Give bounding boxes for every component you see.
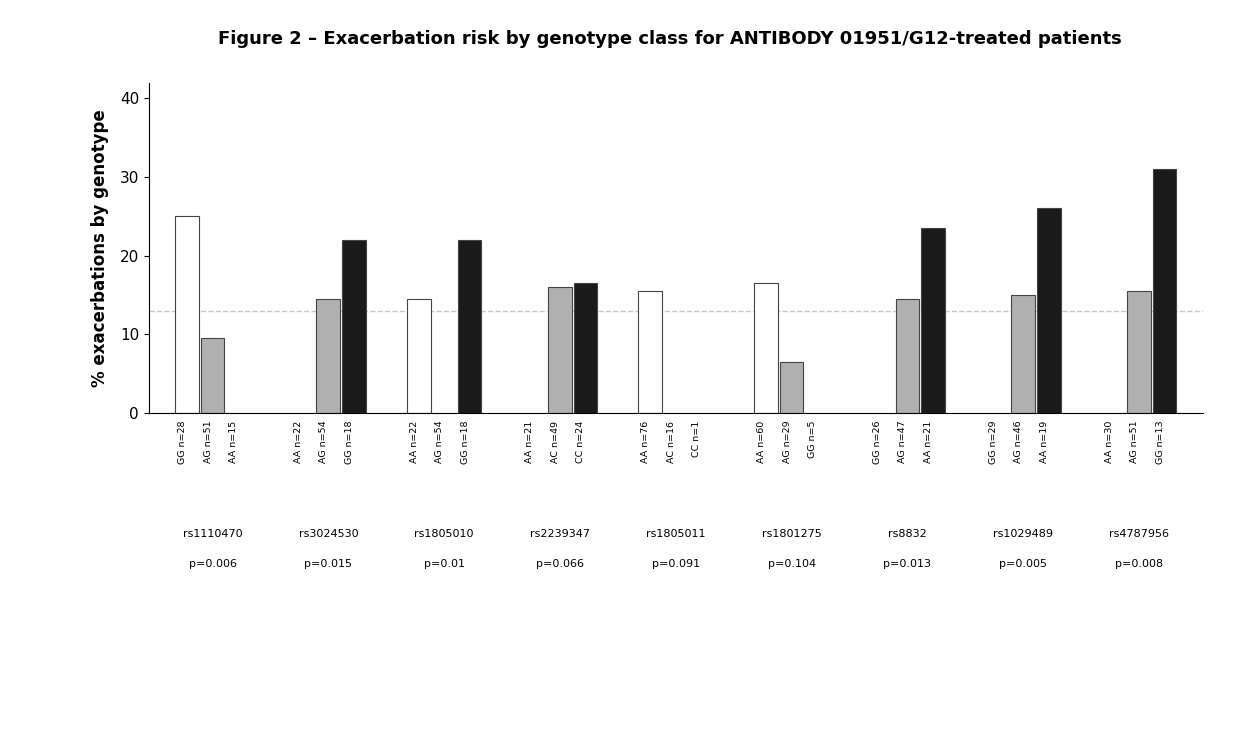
Bar bbox=[201, 338, 224, 413]
Text: GG n=28: GG n=28 bbox=[179, 421, 187, 464]
Text: p=0.104: p=0.104 bbox=[768, 559, 816, 569]
Text: AA n=21: AA n=21 bbox=[526, 421, 534, 463]
Text: AG n=54: AG n=54 bbox=[435, 421, 444, 463]
Text: p=0.066: p=0.066 bbox=[536, 559, 584, 569]
Bar bbox=[458, 240, 481, 413]
Text: AA n=22: AA n=22 bbox=[409, 421, 419, 463]
Text: GG n=29: GG n=29 bbox=[988, 421, 998, 464]
Bar bbox=[639, 291, 662, 413]
Bar bbox=[1012, 295, 1035, 413]
Bar bbox=[175, 216, 198, 413]
Bar bbox=[316, 299, 340, 413]
Text: AG n=54: AG n=54 bbox=[320, 421, 329, 463]
Bar bbox=[574, 283, 598, 413]
Text: p=0.005: p=0.005 bbox=[999, 559, 1048, 569]
Text: rs4787956: rs4787956 bbox=[1109, 529, 1169, 539]
Text: AG n=46: AG n=46 bbox=[1014, 421, 1023, 463]
Text: AA n=22: AA n=22 bbox=[294, 421, 303, 463]
Text: AG n=29: AG n=29 bbox=[782, 421, 791, 463]
Y-axis label: % exacerbations by genotype: % exacerbations by genotype bbox=[91, 109, 109, 387]
Text: rs2239347: rs2239347 bbox=[529, 529, 590, 539]
Text: p=0.015: p=0.015 bbox=[304, 559, 352, 569]
Text: GG n=18: GG n=18 bbox=[345, 421, 353, 464]
Bar bbox=[921, 228, 945, 413]
Bar bbox=[1127, 291, 1151, 413]
Text: p=0.006: p=0.006 bbox=[188, 559, 237, 569]
Text: GG n=18: GG n=18 bbox=[460, 421, 470, 464]
Text: Figure 2 – Exacerbation risk by genotype class for ANTIBODY 01951/G12-treated pa: Figure 2 – Exacerbation risk by genotype… bbox=[218, 30, 1121, 48]
Bar bbox=[1037, 209, 1060, 413]
Text: AA n=76: AA n=76 bbox=[641, 421, 650, 463]
Text: AC n=49: AC n=49 bbox=[551, 421, 560, 463]
Bar bbox=[548, 287, 572, 413]
Text: rs8832: rs8832 bbox=[888, 529, 926, 539]
Text: AA n=21: AA n=21 bbox=[924, 421, 932, 463]
Text: p=0.008: p=0.008 bbox=[1115, 559, 1163, 569]
Text: rs1029489: rs1029489 bbox=[993, 529, 1053, 539]
Text: GG n=5: GG n=5 bbox=[808, 421, 817, 458]
Text: AG n=47: AG n=47 bbox=[899, 421, 908, 463]
Text: GG n=26: GG n=26 bbox=[873, 421, 882, 464]
Text: p=0.01: p=0.01 bbox=[424, 559, 465, 569]
Text: CC n=1: CC n=1 bbox=[692, 421, 702, 457]
Text: rs1805011: rs1805011 bbox=[646, 529, 706, 539]
Text: AG n=51: AG n=51 bbox=[203, 421, 212, 463]
Bar bbox=[342, 240, 366, 413]
Text: AG n=51: AG n=51 bbox=[1130, 421, 1140, 463]
Text: AA n=60: AA n=60 bbox=[758, 421, 766, 463]
Text: rs1805010: rs1805010 bbox=[414, 529, 474, 539]
Text: AA n=30: AA n=30 bbox=[1105, 421, 1114, 463]
Text: AA n=19: AA n=19 bbox=[1040, 421, 1049, 463]
Text: rs1801275: rs1801275 bbox=[761, 529, 821, 539]
Bar bbox=[780, 362, 804, 413]
Bar bbox=[754, 283, 777, 413]
Text: rs1110470: rs1110470 bbox=[182, 529, 242, 539]
Text: AA n=15: AA n=15 bbox=[229, 421, 238, 463]
Text: p=0.091: p=0.091 bbox=[652, 559, 699, 569]
Text: rs3024530: rs3024530 bbox=[299, 529, 358, 539]
Text: AC n=16: AC n=16 bbox=[667, 421, 676, 463]
Bar bbox=[1153, 169, 1177, 413]
Bar bbox=[895, 299, 919, 413]
Text: CC n=24: CC n=24 bbox=[577, 421, 585, 463]
Text: p=0.013: p=0.013 bbox=[883, 559, 931, 569]
Text: GG n=13: GG n=13 bbox=[1156, 421, 1164, 464]
Bar bbox=[407, 299, 430, 413]
